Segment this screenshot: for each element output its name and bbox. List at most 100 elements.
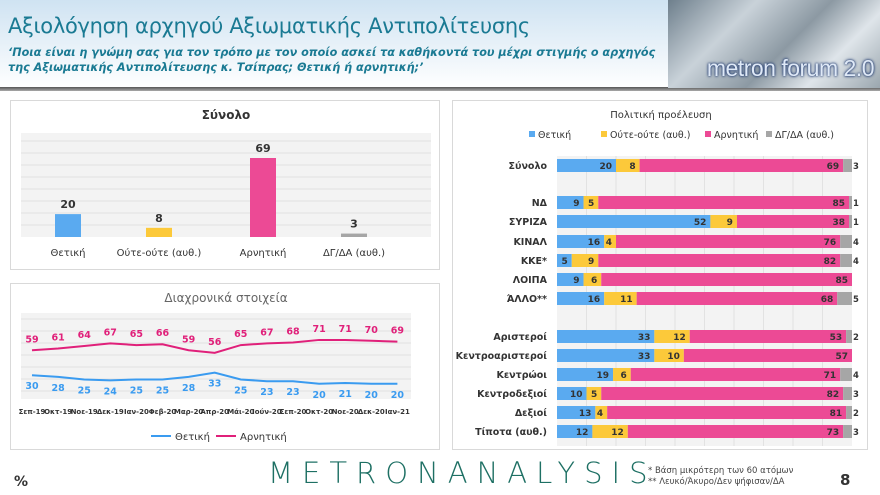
data-label: 20 xyxy=(599,162,612,172)
bar-segment xyxy=(557,235,605,248)
series-line xyxy=(31,371,398,385)
legend-swatch xyxy=(601,131,607,137)
bar xyxy=(341,233,367,237)
row-label: Κεντροδεξιοί xyxy=(477,389,547,400)
bar-segment xyxy=(846,330,852,343)
bar xyxy=(250,158,276,237)
data-label: 76 xyxy=(824,238,837,248)
data-label: 19 xyxy=(597,371,610,381)
bar-segment xyxy=(598,196,850,209)
bar-segment xyxy=(843,387,852,400)
footnote: ** Λευκό/Άκυρο/Δεν ψήφισαν/ΔΑ xyxy=(648,477,785,487)
bar-segment xyxy=(583,273,602,286)
data-label: 33 xyxy=(638,333,651,343)
data-label: 67 xyxy=(260,327,273,338)
bar-segment xyxy=(557,292,605,305)
bar-segment xyxy=(837,292,852,305)
data-label: 8 xyxy=(155,212,163,225)
row-label: ΆΛΛΟ** xyxy=(507,294,547,305)
data-label: 25 xyxy=(234,386,247,397)
bar-segment xyxy=(616,235,841,248)
bar-segment xyxy=(840,254,852,267)
legend-label: Θετική xyxy=(175,431,210,443)
data-label: 4 xyxy=(597,409,603,419)
data-label: 8 xyxy=(629,162,635,172)
bar-segment xyxy=(604,292,637,305)
data-label: 21 xyxy=(339,389,352,400)
data-label: 25 xyxy=(156,386,169,397)
data-label: 59 xyxy=(182,334,195,345)
bar-segment xyxy=(710,215,737,228)
bar-segment xyxy=(849,196,852,209)
row-label: Αριστεροί xyxy=(493,332,547,343)
data-label: 20 xyxy=(312,390,326,401)
data-label: 10 xyxy=(667,352,680,362)
data-label: 67 xyxy=(104,327,117,338)
footnote: * Βάση μικρότερη των 60 ατόμων xyxy=(648,466,794,476)
trend-line-chart: Διαχρονικά στοιχεία 30 28 25 24 25 25 28 33 25 23 2… xyxy=(19,291,411,443)
x-tick-label: Ιαν-20 xyxy=(124,408,149,416)
page-number: 8 xyxy=(840,471,851,489)
data-label: 64 xyxy=(78,330,92,341)
bar-segment xyxy=(601,387,844,400)
x-tick-label: Οκτ-19 xyxy=(44,408,72,416)
chart-title: Διαχρονικά στοιχεία xyxy=(164,291,287,305)
bar-segment xyxy=(598,254,841,267)
data-label: 70 xyxy=(365,325,379,336)
data-label: 85 xyxy=(833,199,846,209)
bar-segment xyxy=(607,406,847,419)
bar-segment xyxy=(636,292,838,305)
bar-segment xyxy=(557,273,584,286)
legend-swatch xyxy=(529,131,535,137)
row-label: Κεντροαριστεροί xyxy=(456,351,548,362)
data-label: 65 xyxy=(130,329,143,340)
data-label: 71 xyxy=(824,371,837,381)
data-label: 20 xyxy=(391,390,405,401)
bar-segment xyxy=(630,368,841,381)
data-label: 2 xyxy=(853,333,859,343)
data-label: 2 xyxy=(853,409,859,419)
data-label: 61 xyxy=(51,333,64,344)
x-tick-label: Ιαν-21 xyxy=(385,408,410,416)
legend-swatch xyxy=(766,131,772,137)
data-label: 28 xyxy=(51,383,65,394)
page-title: Αξιολόγηση αρχηγού Αξιωματικής Αντιπολίτ… xyxy=(8,14,530,38)
metron-forum-image: metron forum 2.0 xyxy=(668,0,880,88)
bar-segment xyxy=(654,349,684,362)
x-tick-label: Μαρ-20 xyxy=(174,408,204,416)
bar-segment xyxy=(849,215,852,228)
bar xyxy=(55,214,81,237)
data-label: 71 xyxy=(312,324,325,335)
bar-segment xyxy=(557,368,614,381)
data-label: 4 xyxy=(853,238,859,248)
data-label: 11 xyxy=(620,295,633,305)
row-label: Τίποτα (αυθ.) xyxy=(475,427,547,438)
data-label: 85 xyxy=(835,276,848,286)
data-label: 24 xyxy=(104,386,118,397)
bar-segment xyxy=(613,368,631,381)
bar-segment xyxy=(583,196,599,209)
data-label: 5 xyxy=(853,295,859,305)
legend-label: ΔΓ/ΔΑ (αυθ.) xyxy=(775,130,834,141)
unit-label: % xyxy=(14,474,29,490)
bar-segment xyxy=(557,254,572,267)
bar-segment xyxy=(654,330,690,343)
data-label: 23 xyxy=(286,387,299,398)
data-label: 4 xyxy=(853,257,859,267)
data-label: 16 xyxy=(588,295,601,305)
data-label: 10 xyxy=(570,390,583,400)
bar-segment xyxy=(557,387,587,400)
data-label: 4 xyxy=(606,238,612,248)
data-label: 66 xyxy=(156,328,170,339)
data-label: 20 xyxy=(365,390,379,401)
data-label: 53 xyxy=(830,333,843,343)
metron-forum-brand: metron forum 2.0 xyxy=(706,55,875,81)
bar-segment xyxy=(557,330,655,343)
bar-segment xyxy=(571,254,599,267)
data-label: 65 xyxy=(234,329,247,340)
row-label: ΚΙΝΑΛ xyxy=(513,237,547,248)
header-divider xyxy=(0,87,880,91)
series-line xyxy=(31,338,398,354)
trend-chart-panel: Διαχρονικά στοιχεία 30 28 25 24 25 25 28 33 25 23 2… xyxy=(10,283,440,450)
data-label: 71 xyxy=(339,324,352,335)
